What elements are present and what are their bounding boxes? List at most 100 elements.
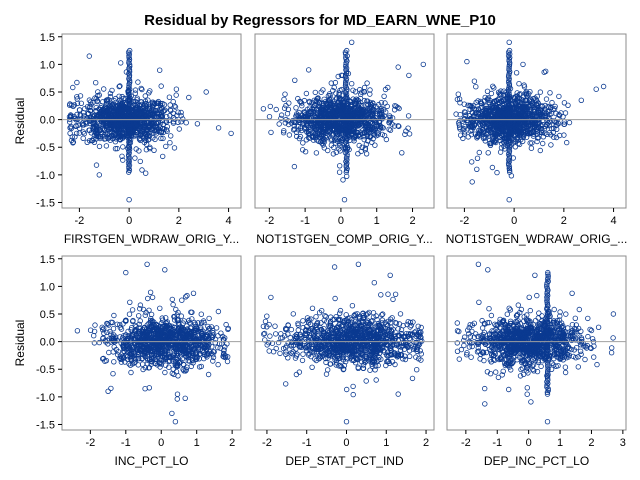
data-point — [101, 136, 107, 142]
data-point — [337, 108, 343, 115]
data-point — [228, 130, 234, 137]
data-point — [530, 102, 536, 108]
data-point — [511, 113, 518, 120]
data-point — [491, 115, 497, 121]
data-point — [139, 326, 146, 333]
data-point — [99, 324, 105, 330]
data-point — [474, 118, 480, 124]
data-point — [142, 125, 149, 131]
x-tick-label: -2 — [460, 215, 470, 227]
data-point — [349, 122, 355, 128]
data-point — [363, 129, 370, 136]
data-point — [311, 108, 317, 115]
data-point — [316, 112, 322, 119]
data-point — [526, 130, 532, 137]
data-point — [172, 362, 178, 368]
data-point — [330, 87, 336, 94]
data-point — [120, 144, 126, 150]
data-point — [530, 112, 536, 118]
data-point — [170, 110, 176, 117]
data-point — [479, 108, 485, 115]
data-point — [306, 67, 312, 73]
data-point — [126, 102, 133, 108]
data-point — [542, 112, 548, 119]
data-point — [135, 334, 142, 341]
data-point — [380, 311, 386, 317]
data-point — [220, 351, 227, 358]
data-point — [151, 147, 157, 153]
data-point — [76, 130, 83, 136]
data-point — [548, 104, 554, 111]
data-point — [478, 131, 484, 137]
data-point — [329, 136, 335, 143]
data-point — [101, 107, 107, 113]
data-point — [355, 122, 362, 128]
data-point — [281, 105, 288, 111]
data-point — [332, 79, 339, 86]
data-point — [158, 135, 164, 142]
data-point — [483, 135, 489, 141]
data-point — [324, 319, 330, 325]
data-point — [506, 162, 512, 168]
data-point — [159, 317, 166, 323]
x-tick-label: 4 — [226, 215, 232, 227]
data-point — [135, 329, 142, 335]
data-point — [380, 125, 386, 131]
data-point — [486, 125, 492, 131]
data-point — [140, 306, 147, 313]
data-point — [126, 74, 133, 80]
data-point — [318, 89, 324, 95]
data-point — [359, 108, 366, 114]
data-point — [476, 149, 482, 156]
data-point — [126, 83, 132, 89]
data-point — [149, 127, 155, 133]
data-point — [123, 269, 129, 276]
data-point — [115, 352, 121, 358]
data-point — [291, 123, 297, 129]
data-point — [495, 110, 501, 117]
data-point — [515, 140, 521, 147]
data-point — [171, 317, 178, 323]
x-tick-label: -2 — [264, 215, 274, 227]
data-point — [396, 105, 402, 112]
data-point — [137, 158, 143, 165]
data-point — [108, 385, 114, 392]
data-point — [378, 107, 384, 114]
data-point — [337, 142, 343, 149]
data-point — [377, 111, 384, 118]
data-point — [179, 116, 186, 122]
data-point — [116, 83, 122, 90]
y-tick-label: 0.5 — [40, 309, 55, 321]
data-point — [148, 316, 154, 322]
data-point — [498, 145, 505, 151]
data-point — [362, 123, 369, 129]
data-point — [521, 82, 527, 88]
data-point — [144, 338, 150, 344]
data-point — [102, 337, 108, 344]
data-point — [524, 90, 530, 97]
data-point — [273, 106, 279, 113]
data-point — [148, 330, 154, 336]
y-tick-label: -1.5 — [36, 419, 55, 431]
data-point — [465, 119, 471, 126]
data-point — [472, 131, 478, 137]
data-point — [155, 98, 162, 105]
data-point — [372, 118, 378, 124]
data-point — [343, 123, 349, 129]
data-point — [566, 119, 573, 126]
y-tick-label: 1.5 — [40, 32, 55, 44]
data-point — [341, 196, 348, 203]
data-point — [164, 124, 170, 130]
data-point — [301, 97, 308, 104]
data-point — [92, 79, 99, 86]
data-point — [334, 136, 340, 142]
data-point — [293, 105, 299, 111]
data-point — [121, 345, 127, 351]
data-point — [545, 103, 551, 110]
scatter-points — [74, 261, 231, 425]
data-point — [286, 121, 292, 128]
data-point — [548, 142, 554, 148]
data-point — [526, 97, 532, 103]
data-point — [96, 339, 102, 346]
data-point — [529, 115, 535, 121]
